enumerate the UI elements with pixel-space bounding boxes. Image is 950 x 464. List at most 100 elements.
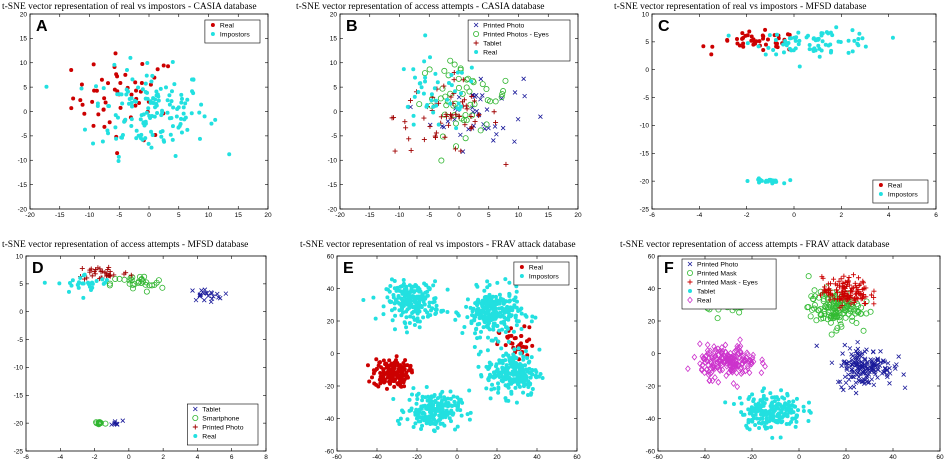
data-point [103,100,108,105]
data-point [94,278,99,283]
data-point [847,295,853,301]
data-point [831,296,837,302]
data-point [761,47,766,52]
data-point [492,98,499,105]
data-point [746,369,753,377]
data-point [391,369,396,374]
legend: Printed Photo Printed Photos - Eyes Tablet… [467,19,571,62]
data-point [527,325,532,330]
data-point [122,119,127,124]
data-point [107,120,112,125]
data-point [516,375,521,380]
data-point [478,76,484,82]
data-point [859,359,864,365]
data-point [404,288,409,293]
data-point [504,383,509,388]
data-point [412,289,417,294]
data-point [86,280,91,285]
data-point [66,289,71,294]
series-impostors [44,55,232,163]
x-tick-label: -60 [332,454,342,461]
data-point [514,400,519,405]
data-point [525,369,530,374]
data-point [392,384,397,389]
data-point [745,179,750,184]
data-point [847,346,853,351]
data-point [834,296,840,302]
legend-label: Smartphone [202,416,239,423]
data-point [769,412,774,417]
legend-label: Real [483,50,497,57]
data-point [469,321,474,326]
data-point [167,93,172,98]
data-point [397,295,402,300]
data-point [509,377,514,382]
data-point [170,124,175,129]
data-point [513,372,518,377]
data-point [428,410,433,415]
data-point [513,363,518,368]
data-point [764,397,769,402]
data-point [434,310,439,315]
data-point [423,290,428,295]
legend-label: Real [220,23,234,30]
data-point [759,356,765,364]
data-point [376,384,381,389]
data-point [106,280,113,287]
y-tick-label: 0 [651,351,655,358]
data-point [503,277,508,282]
data-point [487,282,492,287]
data-point [391,293,396,298]
data-point [197,110,202,115]
data-point [183,115,188,120]
data-point [844,363,849,369]
data-point [529,355,534,360]
data-point [150,133,155,138]
data-point [764,420,769,425]
panel-title: t-SNE vector representation of access at… [296,1,545,12]
data-point [406,302,411,307]
x-tick-label: -60 [653,454,663,461]
y-tick-label: -15 [328,182,338,189]
data-point [841,273,847,279]
data-point [134,128,139,133]
data-point [471,314,476,319]
scatter-points [685,266,908,440]
data-point [856,275,862,281]
data-point [794,396,799,401]
data-point [460,77,466,83]
data-point [503,371,508,376]
data-point [503,161,509,167]
data-point [509,333,514,338]
data-point [436,405,441,410]
data-point [714,315,721,322]
data-point [391,396,396,401]
data-point [840,351,845,356]
data-point [530,343,535,348]
data-point [493,336,498,341]
data-point [856,36,861,41]
data-point [745,364,751,372]
data-point [114,136,119,141]
data-point [807,313,814,320]
data-point [432,299,437,304]
data-point [91,141,96,146]
data-point [783,401,788,406]
data-point [836,317,843,324]
data-point [853,360,858,365]
data-point [178,121,183,126]
data-point [487,364,492,369]
data-point [404,330,409,335]
data-point [444,401,449,406]
x-tick-label: 5 [177,212,181,219]
x-tick-label: 0 [455,454,459,461]
data-point [779,408,784,413]
data-point [860,278,866,284]
data-point [70,278,75,283]
data-point [710,362,717,370]
x-tick-label: 20 [493,454,501,461]
data-point [757,39,762,44]
data-point [747,29,752,34]
data-point [511,297,516,302]
data-point [844,295,850,301]
